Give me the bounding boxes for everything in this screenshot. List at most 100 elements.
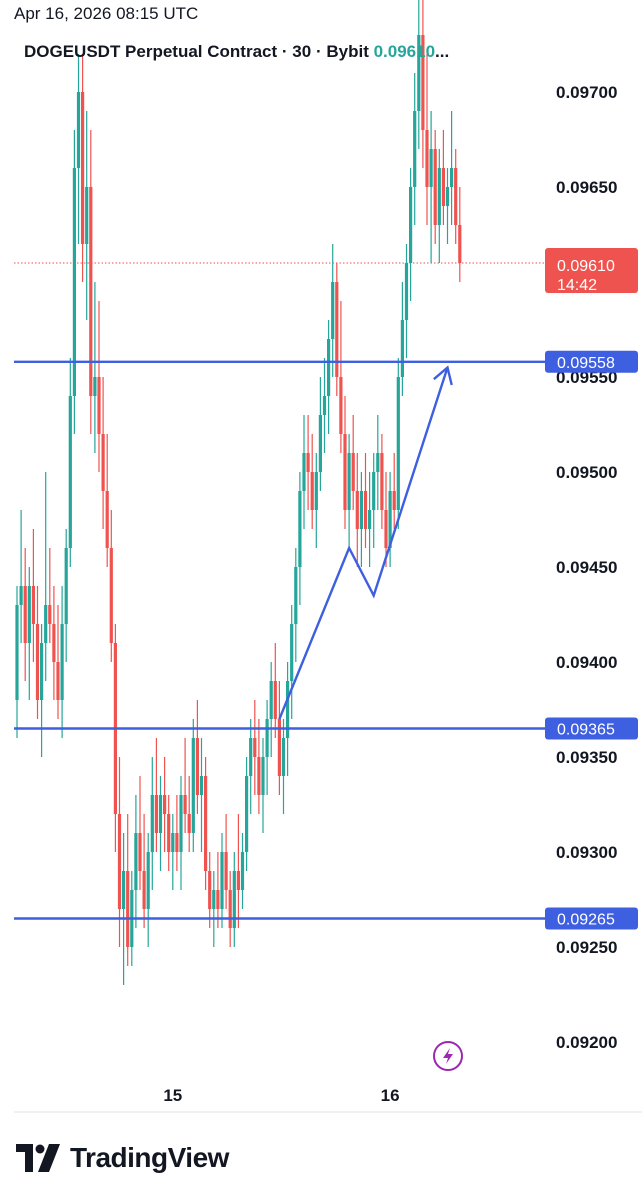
candle-body (64, 548, 68, 624)
candle (392, 453, 396, 529)
candlestick-chart[interactable]: 0.097000.096500.096000.095500.095000.094… (0, 0, 642, 1120)
candle (27, 567, 31, 700)
last-price-tag-value: 0.09610 (557, 258, 615, 275)
candle-body (31, 586, 35, 624)
candle (179, 776, 183, 890)
candle (359, 472, 363, 567)
candle-body (351, 453, 355, 491)
candle-body (171, 833, 175, 852)
level-tag-label: 0.09558 (557, 355, 615, 372)
candle-body (175, 833, 179, 852)
trend-path-line[interactable] (278, 367, 449, 720)
candle-body (93, 377, 97, 396)
candle-body (191, 738, 195, 833)
candle-body (413, 111, 417, 187)
x-axis-tick-label: 16 (381, 1086, 400, 1105)
candle-body (441, 168, 445, 206)
candle (417, 0, 421, 149)
candle-body (48, 605, 52, 624)
candle (89, 130, 93, 434)
candle-body (286, 681, 290, 738)
candle-body (134, 833, 138, 890)
candle (322, 358, 327, 453)
candle-body (363, 491, 368, 529)
candle (158, 776, 163, 871)
candle-body (101, 434, 105, 491)
candle-body (306, 453, 310, 472)
candle (368, 472, 372, 567)
level-tag-bg (545, 350, 638, 373)
candle-body (15, 605, 19, 700)
candle (154, 738, 158, 852)
candle-body (204, 776, 208, 871)
candle (60, 586, 64, 738)
candle-body (310, 472, 314, 510)
candle (187, 776, 191, 852)
candle-body (294, 567, 298, 624)
candle (117, 757, 122, 947)
y-axis-tick-label: 0.09300 (556, 843, 617, 862)
candle (245, 757, 249, 871)
candle (339, 301, 343, 453)
candle-body (417, 35, 421, 111)
candle (113, 624, 117, 852)
candle-body (76, 92, 81, 168)
candle-body (179, 795, 183, 852)
candle-body (187, 814, 191, 833)
candle-body (277, 719, 281, 776)
candle (380, 434, 384, 529)
candle (273, 643, 277, 738)
candle (298, 472, 302, 605)
candle (240, 833, 245, 909)
candle (146, 833, 150, 947)
candle (85, 111, 89, 320)
candle-body (445, 187, 450, 206)
candle (44, 472, 48, 681)
candle-body (368, 510, 372, 529)
candle-body (52, 624, 56, 662)
candle-body (60, 624, 64, 700)
candle-body (117, 814, 122, 909)
candle (388, 472, 392, 567)
candle-body (68, 396, 72, 548)
candle-body (216, 890, 220, 909)
candle (290, 605, 294, 719)
candle (64, 529, 68, 662)
candle-body (126, 871, 130, 947)
candle-body (343, 434, 347, 510)
level-price-tag: 0.09365 (545, 717, 638, 740)
candle-body (314, 472, 318, 510)
candle (138, 776, 142, 890)
candle (286, 662, 290, 776)
candle-body (224, 852, 228, 890)
candle-body (376, 453, 380, 472)
lightning-icon[interactable] (433, 1041, 463, 1071)
candle (40, 624, 44, 757)
candle-body (400, 320, 404, 377)
candle-body (298, 491, 302, 567)
candle-body (454, 168, 458, 225)
candle-body (372, 472, 376, 510)
candle (257, 719, 261, 814)
candle-body (109, 548, 113, 643)
candle-body (35, 624, 40, 700)
candle-body (347, 453, 351, 510)
x-axis-tick-label: 15 (163, 1086, 182, 1105)
candle-body (245, 776, 249, 852)
candle-body (236, 871, 240, 890)
candle-body (290, 624, 294, 681)
candle (232, 852, 236, 947)
candle-body (89, 187, 93, 396)
candle (409, 168, 413, 301)
candle-body (138, 833, 142, 871)
candle (277, 681, 281, 795)
candle (376, 415, 380, 510)
candle-body (302, 453, 306, 491)
chart-area[interactable]: 0.097000.096500.096000.095500.095000.094… (0, 0, 642, 1120)
candle (302, 415, 306, 529)
candle-body (253, 738, 257, 757)
candle (183, 738, 187, 833)
candle (347, 434, 351, 548)
candle (31, 529, 35, 662)
candle-body (81, 92, 85, 244)
